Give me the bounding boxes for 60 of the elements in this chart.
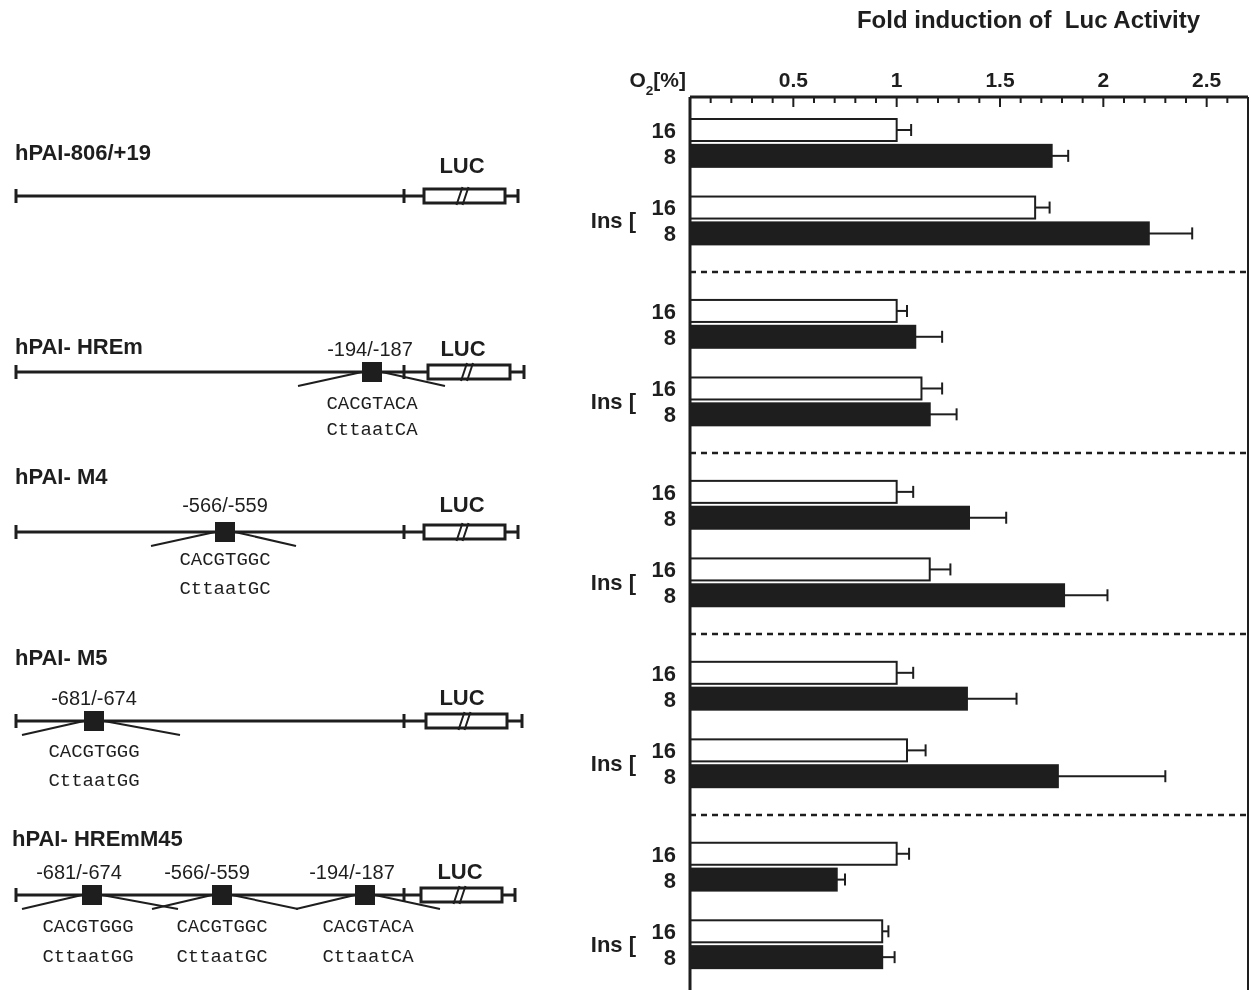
x-tick-label: 2 [1097,68,1110,91]
text: LUC [440,336,486,361]
y-tick-label: 16 [651,660,676,686]
text: Ins [ [590,389,637,415]
text: LUC [439,492,485,517]
y-tick-label: 8 [663,221,676,247]
y-tick-label: 16 [651,376,676,402]
text: CACGTGGC [176,916,268,938]
y-tick-label: 16 [651,195,676,221]
text: -681/-674 [36,861,122,883]
text: CttaatGG [48,770,140,792]
y-tick-label: 8 [663,764,676,790]
y-tick-label: 16 [651,298,676,324]
y-tick-label: 8 [663,324,676,350]
text: CACGTACA [322,916,415,938]
text: LUC [439,685,485,710]
text: hPAI- HREmM45 [12,826,183,851]
text: LUC [437,859,483,884]
y-tick-label: 16 [651,479,676,505]
y-tick-label: 8 [663,686,676,712]
y-tick-label: 8 [663,143,676,169]
y-tick-label: 16 [651,919,676,945]
text: -566/-559 [182,494,268,516]
y-tick-label: 8 [663,505,676,531]
text: Ins [ [590,932,637,958]
text: LUC [439,153,485,178]
text: CttaatGC [176,946,268,968]
text: CACGTGGC [179,549,271,571]
text: -681/-674 [51,687,137,709]
text: hPAI- M5 [15,645,108,670]
text: CttaatGG [42,946,134,968]
text: hPAI-806/+19 [15,140,151,165]
text: hPAI- M4 [15,464,109,489]
y-tick-label: 16 [651,841,676,867]
text: -194/-187 [309,861,395,883]
y-tick-label: 16 [651,738,676,764]
chart-title: Fold induction of Luc Activity [855,6,1201,34]
x-tick-label: 2.5 [1192,68,1222,91]
y-tick-label: 16 [651,557,676,583]
text: -566/-559 [164,861,250,883]
x-tick-label: 1.5 [985,68,1015,91]
y-tick-label: 16 [651,117,676,143]
text: -194/-187 [327,338,413,360]
y-tick-label: 8 [663,867,676,893]
y-tick-label: 8 [663,945,676,971]
x-tick-label: 1 [890,68,903,91]
text: CACGTGGG [42,916,134,938]
text: CttaatGC [179,578,271,600]
text: Ins [ [590,751,637,777]
text: hPAI- HREm [15,334,143,359]
y-axis-title: O$_{2}$[%] [629,68,686,98]
text: CACGTGGG [48,741,140,763]
x-tick-label: 0.5 [778,68,809,91]
text: CttaatCA [326,419,419,441]
text: Ins [ [590,570,637,596]
y-tick-label: 8 [663,583,676,609]
y-tick-label: 8 [663,402,676,428]
text: CACGTACA [326,393,419,415]
text: Ins [ [590,208,637,234]
text: CttaatCA [322,946,415,968]
